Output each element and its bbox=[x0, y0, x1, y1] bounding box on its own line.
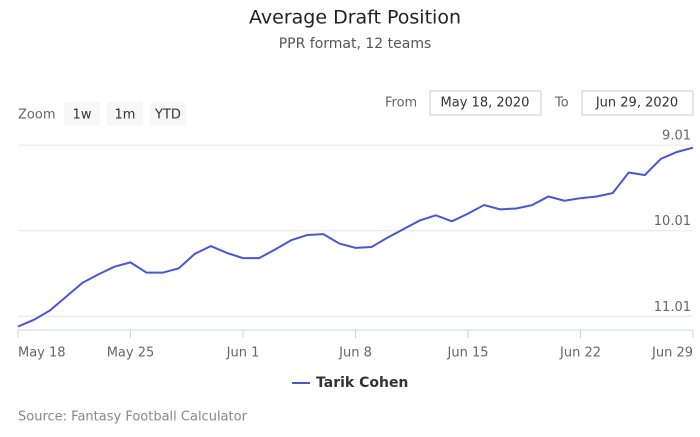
zoom-button[interactable] bbox=[107, 102, 143, 126]
from-label: From bbox=[385, 96, 417, 111]
to-label: To bbox=[554, 96, 569, 111]
x-tick-label: Jun 22 bbox=[559, 346, 601, 361]
from-input-box[interactable] bbox=[429, 90, 542, 116]
to-input-box[interactable] bbox=[581, 90, 694, 116]
data-line bbox=[17, 146, 694, 328]
x-tick-label: Jun 29 bbox=[651, 346, 693, 361]
x-tick-label: Jun 8 bbox=[338, 346, 372, 361]
y-tick-label: 11.01 bbox=[654, 300, 691, 315]
zoom-label: Zoom bbox=[18, 108, 55, 123]
chart-subtitle: PPR format, 12 teams bbox=[279, 36, 432, 52]
x-tick-label: Jun 15 bbox=[447, 346, 489, 361]
x-tick-label: May 25 bbox=[107, 346, 155, 361]
credits: Source: Fantasy Football Calculator bbox=[18, 410, 248, 425]
from-input[interactable]: May 18, 2020 bbox=[441, 96, 530, 111]
zoom-button-label[interactable]: YTD bbox=[154, 108, 181, 123]
zoom-button-label[interactable]: 1w bbox=[73, 108, 92, 123]
chart-title: Average Draft Position bbox=[249, 7, 461, 29]
legend-label: Tarik Cohen bbox=[316, 375, 408, 391]
zoom-button-label[interactable]: 1m bbox=[115, 108, 136, 123]
to-input[interactable]: Jun 29, 2020 bbox=[595, 96, 678, 111]
x-tick-label: May 18 bbox=[18, 346, 66, 361]
y-tick-label: 9.01 bbox=[662, 129, 691, 144]
zoom-button[interactable] bbox=[150, 102, 186, 126]
zoom-buttons: 1w 1m YTD bbox=[64, 102, 186, 126]
x-tick-label: Jun 1 bbox=[226, 346, 260, 361]
zoom-button[interactable] bbox=[64, 102, 100, 126]
y-tick-label: 10.01 bbox=[654, 214, 691, 229]
